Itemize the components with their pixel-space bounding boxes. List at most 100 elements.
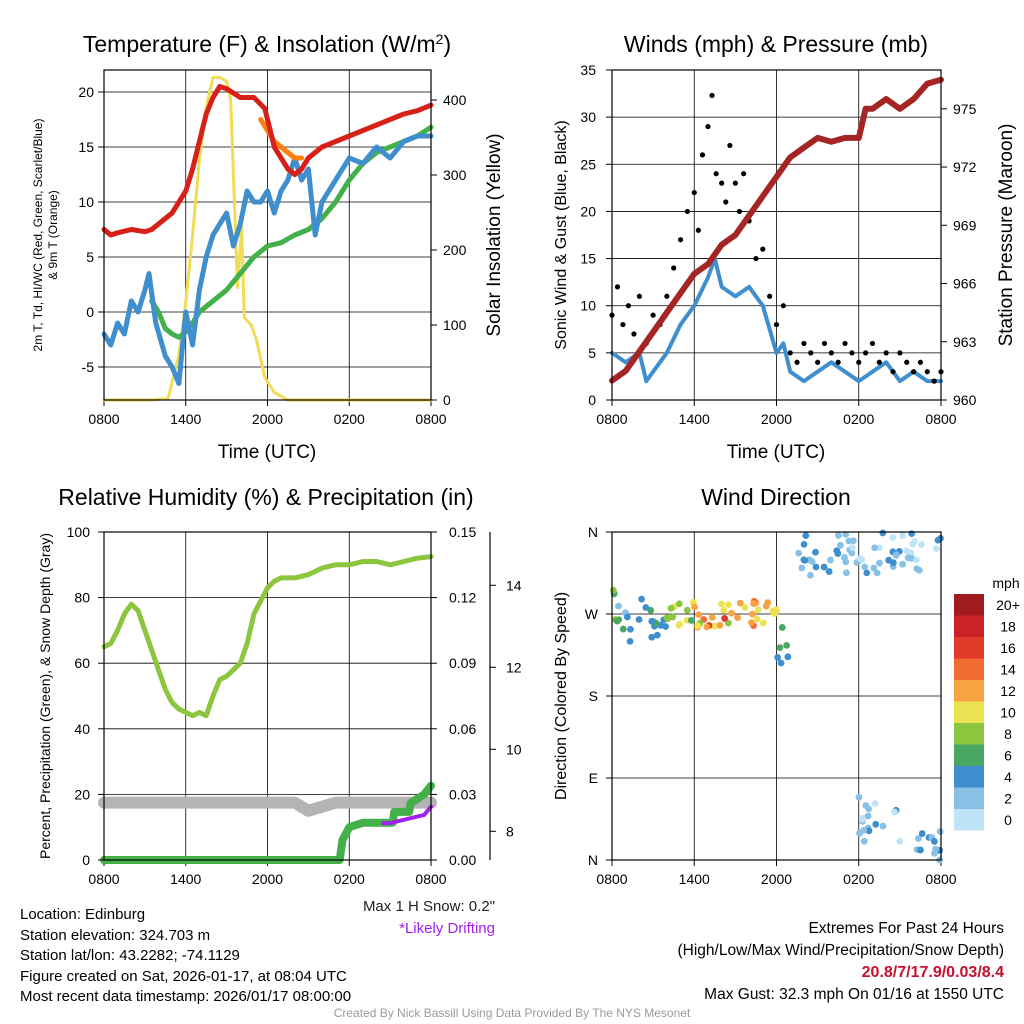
wind-ytick-label: 15 xyxy=(580,251,596,267)
wind-direction-point xyxy=(676,621,683,628)
wind-gust-point xyxy=(829,350,834,355)
wind-y2tick-label: 966 xyxy=(953,276,977,292)
extremes-subtitle: (High/Low/Max Wind/Precipitation/Snow De… xyxy=(678,940,1005,962)
wind-y2-axis-label: Station Pressure (Maroon) xyxy=(996,124,1017,347)
wind-ytick-label: 30 xyxy=(580,109,596,125)
wind-direction-point xyxy=(695,611,702,618)
wind-direction-point xyxy=(872,800,879,807)
wind-direction-point xyxy=(684,607,691,614)
wind-gust-point xyxy=(678,237,683,242)
wind-direction-point xyxy=(676,600,683,607)
station-info: Location: Edinburg Station elevation: 32… xyxy=(20,905,351,1008)
wind-gust-point xyxy=(904,360,909,365)
rh-ytick-label: 40 xyxy=(74,721,90,737)
wind-direction-point xyxy=(859,816,866,823)
wind-direction-point xyxy=(721,615,728,622)
wind-direction-point xyxy=(669,614,676,621)
recent-timestamp: Most recent data timestamp: 2026/01/17 0… xyxy=(20,987,351,1008)
wind-direction-point xyxy=(688,617,695,624)
wind-direction-point xyxy=(754,616,761,623)
colorbar-swatch xyxy=(954,745,984,767)
max-snow-note: Max 1 H Snow: 0.2" xyxy=(335,896,495,918)
wind-direction-point xyxy=(917,847,924,854)
colorbar-label: 0 xyxy=(1004,812,1012,828)
wind-ytick-label: 20 xyxy=(580,203,596,219)
wind-gust-point xyxy=(836,360,841,365)
wind-direction-point xyxy=(893,551,900,558)
wind-gust-point xyxy=(671,265,676,270)
wind-gust-point xyxy=(856,360,861,365)
wind-direction-point xyxy=(801,557,808,564)
rh-y3tick-label: 12 xyxy=(506,659,522,675)
rh-xtick-label: 0800 xyxy=(88,871,119,887)
figure-created: Figure created on Sat, 2026-01-17, at 08… xyxy=(20,967,351,988)
wind-gust-point xyxy=(664,294,669,299)
likely-drifting-note: *Likely Drifting xyxy=(335,918,495,940)
colorbar-label: 2 xyxy=(1004,791,1012,807)
wind-gust-point xyxy=(822,341,827,346)
wind-direction-point xyxy=(784,653,791,660)
wind-direction-point xyxy=(662,623,669,630)
wind-chart: 0800 1400 2000 0200 080005101520253035960963… xyxy=(553,31,1017,463)
wind-direction-point xyxy=(874,570,881,577)
wdir-ytick-label: S xyxy=(589,688,598,704)
wind-gust-point xyxy=(870,341,875,346)
wind-direction-point xyxy=(742,604,749,611)
wind-direction-point xyxy=(908,530,915,537)
temp-ytick-label: 10 xyxy=(78,194,94,210)
extremes-values: 20.8/7/17.9/0.03/8.4 xyxy=(678,962,1005,984)
wind-gust-point xyxy=(692,190,697,195)
colorbar-swatch xyxy=(954,766,984,788)
wind-gust-point xyxy=(741,171,746,176)
wind-xtick-label: 1400 xyxy=(679,411,710,427)
credit-line: Created By Nick Bassill Using Data Provi… xyxy=(0,1006,1024,1020)
colorbar-swatch xyxy=(954,788,984,810)
wdir-xtick-label: 0800 xyxy=(596,871,627,887)
wind-direction-point xyxy=(849,544,856,551)
colorbar-swatch xyxy=(954,659,984,681)
colorbar-label: 6 xyxy=(1004,748,1012,764)
wind-direction-point xyxy=(821,564,828,571)
colorbar-swatch xyxy=(954,680,984,702)
wind-direction-point xyxy=(778,660,785,667)
extremes-title: Extremes For Past 24 Hours xyxy=(678,918,1005,940)
wind-direction-point xyxy=(664,614,671,621)
wind-direction-point xyxy=(798,565,805,572)
wind-ytick-label: 10 xyxy=(580,298,596,314)
temp-ytick-label: -5 xyxy=(82,359,95,375)
wind-direction-point xyxy=(720,607,727,614)
rh-y2tick-label: 0.09 xyxy=(449,655,476,671)
temp-y-axis-label-line1: 2m T, Td, HI/WC (Red, Green, Scarlet/Blu… xyxy=(31,119,45,352)
wind-direction-chart: 0800 1400 2000 0200 0800NESWNWind DirectionD… xyxy=(553,484,1020,887)
wind-direction-point xyxy=(872,821,879,828)
wind-direction-point xyxy=(760,620,767,627)
temp-y-axis-label-line2: & 9m T (Orange) xyxy=(46,190,60,280)
wind-gust-point xyxy=(911,369,916,374)
temp-xtick-label: 2000 xyxy=(252,411,283,427)
wind-gust-point xyxy=(637,294,642,299)
wind-gust-point xyxy=(918,360,923,365)
temp-x-axis-label: Time (UTC) xyxy=(218,442,317,463)
wind-direction-point xyxy=(725,601,732,608)
rh-xtick-label: 2000 xyxy=(252,871,283,887)
temperature-chart: 0800 1400 2000 0200 0800-5051015200100200300… xyxy=(31,31,505,463)
wind-direction-point xyxy=(728,610,735,617)
rh-ytick-label: 20 xyxy=(74,786,90,802)
wind-gust-point xyxy=(794,360,799,365)
wind-gust-point xyxy=(626,303,631,308)
wind-direction-point xyxy=(871,544,878,551)
colorbar-label: 4 xyxy=(1004,769,1012,785)
wind-direction-point xyxy=(718,600,725,607)
station-location: Location: Edinburg xyxy=(20,905,351,926)
wind-direction-point xyxy=(813,564,820,571)
wdir-xtick-label: 1400 xyxy=(679,871,710,887)
wdir-ytick-label: N xyxy=(588,852,598,868)
wind-direction-point xyxy=(769,608,776,615)
wind-direction-point xyxy=(876,560,883,567)
wind-direction-point xyxy=(879,530,886,537)
extremes-info: Extremes For Past 24 Hours (High/Low/Max… xyxy=(678,918,1005,1006)
rh-y2tick-label: 0.06 xyxy=(449,721,476,737)
temp-xtick-label: 1400 xyxy=(170,411,201,427)
rh-ytick-label: 60 xyxy=(74,655,90,671)
wind-direction-point xyxy=(890,534,897,541)
